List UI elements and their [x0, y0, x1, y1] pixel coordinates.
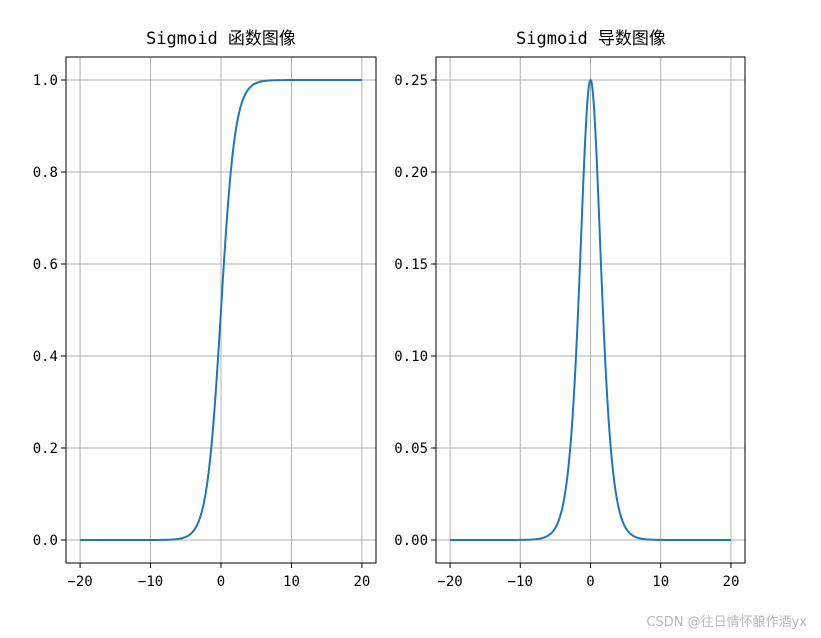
- grid: [436, 57, 745, 563]
- y-tick-label: 1.0: [33, 73, 58, 89]
- x-tick-label: −20: [67, 574, 92, 590]
- x-ticks: −20 −10 0 10 20: [67, 563, 370, 590]
- subplot-sigmoid: Sigmoid 函数图像 −20 −10 0 10 20 0.0 0.2 0.4 0.6 0.8…: [33, 29, 377, 590]
- y-tick-label: 0.0: [33, 533, 58, 549]
- x-tick-label: 10: [283, 574, 300, 590]
- y-tick-label: 0.2: [33, 441, 58, 457]
- x-tick-label: −10: [138, 574, 163, 590]
- y-tick-label: 0.6: [33, 257, 58, 273]
- subplot-title: Sigmoid 函数图像: [146, 29, 296, 49]
- x-tick-label: 20: [723, 574, 740, 590]
- x-tick-label: 10: [652, 574, 669, 590]
- y-ticks: 0.0 0.2 0.4 0.6 0.8 1.0: [33, 73, 66, 549]
- y-tick-label: 0.8: [33, 165, 58, 181]
- watermark: CSDN @往日情怀酿作酒yx: [646, 615, 807, 630]
- x-tick-label: 20: [353, 574, 370, 590]
- subplot-sigmoid-derivative: Sigmoid 导数图像 −20 −10 0 10 20 0.00 0.05 0.10 0.1…: [394, 29, 746, 590]
- y-ticks: 0.00 0.05 0.10 0.15 0.20 0.25: [394, 73, 436, 549]
- x-ticks: −20 −10 0 10 20: [437, 563, 739, 590]
- y-tick-label: 0.10: [394, 349, 428, 365]
- x-tick-label: 0: [586, 574, 594, 590]
- x-tick-label: −20: [437, 574, 462, 590]
- series-line: [80, 79, 362, 541]
- subplot-title: Sigmoid 导数图像: [516, 29, 666, 49]
- y-tick-label: 0.00: [394, 533, 428, 549]
- series-line: [450, 78, 731, 541]
- y-tick-label: 0.15: [394, 257, 428, 273]
- x-tick-label: −10: [508, 574, 533, 590]
- y-tick-label: 0.20: [394, 165, 428, 181]
- y-tick-label: 0.4: [33, 349, 58, 365]
- x-tick-label: 0: [217, 574, 225, 590]
- y-tick-label: 0.05: [394, 441, 428, 457]
- y-tick-label: 0.25: [394, 73, 428, 89]
